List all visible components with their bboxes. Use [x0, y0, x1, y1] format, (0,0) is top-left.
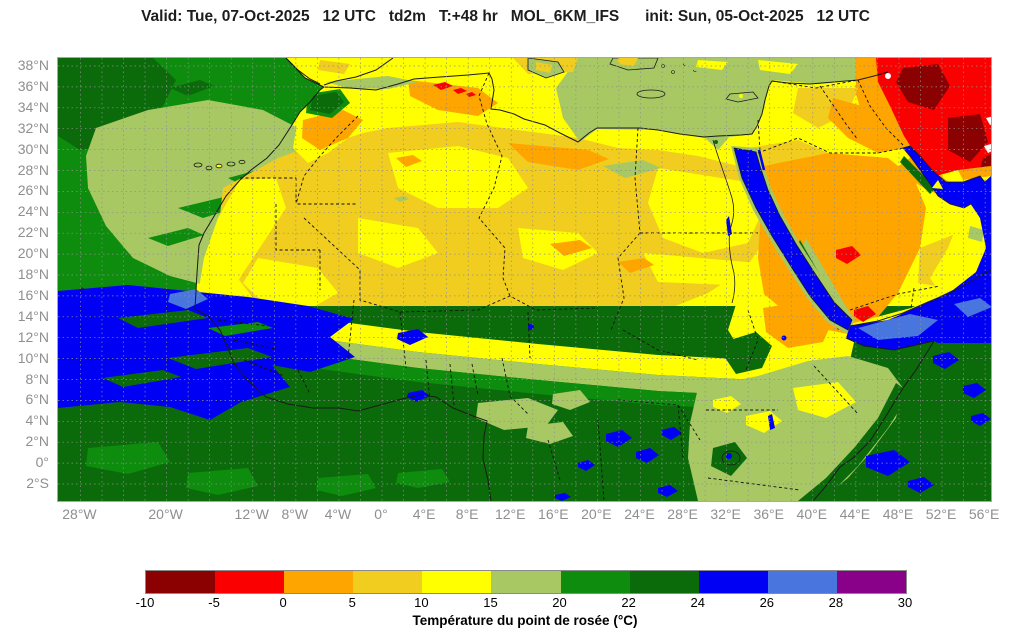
- colorbar-tick: 26: [759, 595, 775, 610]
- latitude-axis: 38°N 36°N 34°N 32°N 30°N 28°N 26°N 24°N 22°N 20°N…: [0, 57, 52, 500]
- map-frame: [57, 57, 992, 502]
- lat-label: 38°N: [17, 57, 49, 73]
- lat-label: 10°N: [17, 349, 49, 366]
- colorbar-tick: -10: [135, 595, 155, 610]
- lon-label: 40°E: [796, 506, 828, 522]
- coastlines: [194, 58, 991, 501]
- colorbar-tick: 20: [552, 595, 567, 610]
- page-title: Valid: Tue, 07-Oct-2025 12 UTC td2m T:+4…: [141, 8, 870, 25]
- lon-label: 52°E: [925, 506, 957, 522]
- lon-label: 36°E: [753, 506, 784, 522]
- colorbar-tick: 0: [279, 595, 287, 610]
- colorbar-segment: [767, 571, 837, 593]
- colorbar-tick: 10: [414, 595, 429, 610]
- colorbar-tick: 28: [828, 595, 844, 610]
- grid-lines: [58, 58, 991, 501]
- colorbar-tick: 24: [690, 595, 705, 610]
- lat-label: 28°N: [17, 161, 49, 178]
- red-sea: [731, 146, 855, 335]
- lon-label: 24°E: [624, 506, 655, 522]
- lat-label: 4°N: [25, 412, 50, 429]
- colorbar-segment: [698, 571, 768, 593]
- colorbar-caption: Température du point de rosée (°C): [412, 613, 638, 628]
- colorbar-segment: [491, 571, 561, 593]
- lat-label: 14°N: [17, 307, 49, 324]
- longitude-axis: 28°W 20°W 12°W 8°W 4°W 0° 4°E 8°E 12°E 16°E 20°E 24…: [57, 506, 999, 526]
- lon-label: 4°E: [412, 506, 436, 522]
- colorbar-tick: 5: [348, 595, 356, 610]
- lat-label: 24°N: [17, 203, 49, 220]
- lat-label: 8°N: [25, 370, 50, 387]
- lon-label: 16°E: [538, 506, 569, 522]
- lat-label: 0°: [35, 454, 49, 471]
- colorbar-segment: [284, 571, 354, 593]
- lon-label: 12°W: [234, 506, 269, 522]
- lon-label: 8°W: [281, 506, 309, 522]
- colorbar-segment: [560, 571, 630, 593]
- colorbar-tick: -5: [208, 595, 220, 610]
- colorbar: [145, 570, 907, 594]
- lat-label: 26°N: [17, 182, 49, 199]
- colorbar-tick: 15: [483, 595, 498, 610]
- lat-label: 36°N: [17, 77, 49, 94]
- colorbar-segment: [422, 571, 492, 593]
- lon-label: 8°E: [455, 506, 479, 522]
- lat-label: 16°N: [17, 286, 49, 303]
- colorbar-tick: 22: [621, 595, 636, 610]
- mediterranean: [318, 58, 772, 150]
- atlantic-blue-region: [58, 285, 430, 420]
- north-atlantic: [58, 58, 324, 314]
- lat-label: 34°N: [17, 98, 49, 115]
- lon-label: 0°: [374, 506, 388, 522]
- lon-label: 20°E: [581, 506, 612, 522]
- colorbar-tick: 30: [897, 595, 913, 610]
- colorbar-segment: [836, 571, 907, 593]
- lat-label: 6°N: [25, 391, 50, 408]
- lon-label: 28°E: [667, 506, 698, 522]
- map-canvas: [58, 58, 991, 501]
- country-borders: [217, 72, 941, 501]
- lon-label: 32°E: [710, 506, 741, 522]
- arabian-sea: [846, 176, 991, 493]
- colorbar-segment: [353, 571, 423, 593]
- lat-label: 20°N: [17, 245, 49, 262]
- colorbar-ticks: -10 -5 0 5 10 15 20 22 24 26 28 30: [136, 595, 913, 611]
- lat-label: 2°N: [25, 433, 50, 450]
- colorbar-segment: [146, 571, 216, 593]
- lon-label: 20°W: [148, 506, 183, 522]
- lat-label: 18°N: [17, 266, 49, 282]
- colorbar-segment: [629, 571, 699, 593]
- lon-label: 28°W: [62, 506, 97, 522]
- lat-label: 12°N: [17, 328, 49, 345]
- colorbar-segment: [215, 571, 285, 593]
- lat-label: 30°N: [17, 140, 49, 157]
- lat-label: 32°N: [17, 119, 49, 136]
- lon-label: 56°E: [968, 506, 1000, 522]
- lon-label: 44°E: [839, 506, 871, 522]
- lat-label: 22°N: [17, 224, 49, 241]
- lon-label: 12°E: [494, 506, 526, 522]
- lat-label: 2°S: [26, 475, 49, 491]
- lon-label: 48°E: [882, 506, 914, 522]
- lon-label: 4°W: [324, 506, 352, 522]
